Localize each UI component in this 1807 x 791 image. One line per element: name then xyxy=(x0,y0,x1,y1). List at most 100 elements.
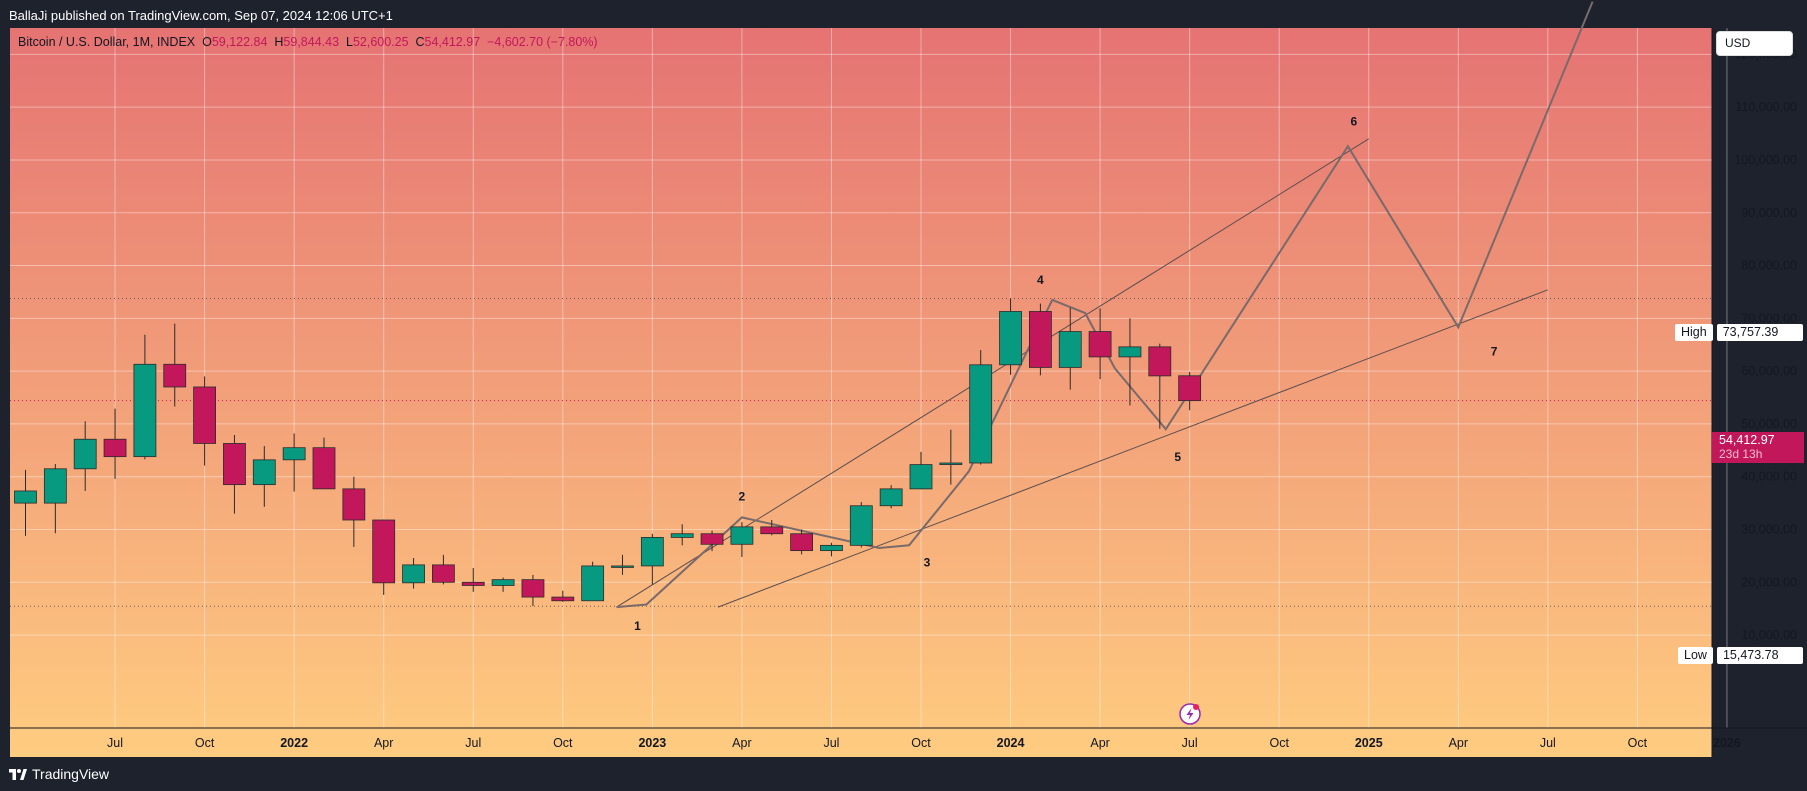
close-value: 54,412.97 xyxy=(424,35,481,49)
candle-2022-10 xyxy=(491,577,515,592)
candle-2023-12 xyxy=(909,451,933,490)
candle-2023-03 xyxy=(640,533,664,585)
price-tick-label: 50,000.00 xyxy=(1741,417,1797,431)
time-axis[interactable]: Jul Oct 2022 Apr Jul Oct 2023 Apr Jul Oct 2024 Apr J… xyxy=(107,736,1741,750)
high-key: H xyxy=(274,35,284,49)
high-tag-label: High xyxy=(1675,324,1713,341)
candle-body xyxy=(909,464,933,490)
candle-2024-01 xyxy=(939,429,963,485)
publish-info: BallaJi published on TradingView.com, Se… xyxy=(9,8,393,23)
candle-2024-09 xyxy=(1178,371,1202,411)
wave-label-2: 2 xyxy=(739,489,746,503)
time-tick-label: Oct xyxy=(1628,736,1648,750)
candle-2021-09 xyxy=(103,408,127,479)
wave-label-4: 4 xyxy=(1037,273,1044,287)
candle-2024-07 xyxy=(1118,318,1142,406)
candle-2022-05 xyxy=(342,476,366,547)
candle-2022-06 xyxy=(372,519,396,595)
time-tick-label: 2023 xyxy=(638,736,666,750)
candle-2022-01 xyxy=(223,435,246,514)
wave-label-6: 6 xyxy=(1350,115,1357,129)
candle-2023-07 xyxy=(760,520,784,536)
candle-body xyxy=(1029,311,1052,368)
candle-body xyxy=(103,438,127,458)
time-tick-label: 2025 xyxy=(1355,736,1383,750)
time-tick-label: 2024 xyxy=(997,736,1025,750)
tradingview-logo[interactable]: TradingView xyxy=(9,766,109,782)
candle-2022-07 xyxy=(402,558,425,589)
time-tick-label: 2022 xyxy=(280,736,308,750)
price-tick-label: 40,000.00 xyxy=(1741,470,1797,484)
candle-body xyxy=(879,488,903,507)
grid xyxy=(10,28,1728,728)
time-tick-label: Oct xyxy=(911,736,931,750)
wave-label-3: 3 xyxy=(924,555,931,569)
time-tick-label: Oct xyxy=(1269,736,1289,750)
candle-body xyxy=(581,565,605,602)
last-price-tag: 54,412.97 23d 13h xyxy=(1712,432,1804,463)
candle-body xyxy=(282,447,306,461)
candle-body xyxy=(730,526,754,545)
candle-2023-06 xyxy=(730,522,754,557)
candle-2023-09 xyxy=(820,542,843,557)
high-tag-value: 73,757.39 xyxy=(1716,324,1803,341)
candle-2022-11 xyxy=(521,574,545,607)
candle-body xyxy=(1118,346,1142,358)
low-tag-label: Low xyxy=(1678,647,1713,664)
time-tick-label: Jul xyxy=(107,736,123,750)
low-tag-value: 15,473.78 xyxy=(1716,647,1803,664)
time-tick-label: Jul xyxy=(823,736,839,750)
candle-body xyxy=(312,447,336,490)
currency-selector[interactable]: USD xyxy=(1716,31,1793,56)
candle-body xyxy=(999,311,1022,366)
price-axis[interactable]: 10,000.00 20,000.00 30,000.00 40,000.00 50,0… xyxy=(1734,47,1797,642)
candle-body xyxy=(1148,346,1172,377)
candle-body xyxy=(461,581,485,586)
chart-background xyxy=(10,28,1712,757)
last-price-value: 54,412.97 xyxy=(1719,433,1775,447)
bar-countdown: 23d 13h xyxy=(1719,447,1763,461)
candle-2023-04 xyxy=(670,524,694,546)
candle-body xyxy=(14,490,37,504)
candle-2022-12 xyxy=(551,590,575,602)
flash-icon[interactable] xyxy=(1179,703,1201,725)
candle-2024-02 xyxy=(969,350,993,465)
candle-body xyxy=(252,459,276,486)
footer-bar: TradingView xyxy=(0,757,1807,791)
tradingview-logo-icon xyxy=(9,768,27,780)
wave-label-1: 1 xyxy=(634,619,641,633)
candle-2021-07 xyxy=(43,464,67,534)
candles[interactable] xyxy=(14,298,1202,607)
candle-2022-09 xyxy=(461,568,485,592)
candle-body xyxy=(760,526,784,535)
candle-2024-04 xyxy=(1029,303,1052,376)
close-key: C xyxy=(415,35,425,49)
candle-body xyxy=(611,565,634,568)
candle-body xyxy=(223,443,246,486)
time-tick-label: Oct xyxy=(553,736,573,750)
candle-body xyxy=(163,363,187,388)
candle-2023-10 xyxy=(849,502,873,548)
candle-2023-01 xyxy=(581,561,605,602)
candle-2021-11 xyxy=(163,323,187,407)
candle-body xyxy=(402,564,425,584)
candle-body xyxy=(1178,375,1202,402)
price-tick-label: 100,000.00 xyxy=(1734,153,1797,167)
time-tick-label: 2026 xyxy=(1713,736,1741,750)
candle-body xyxy=(700,533,724,545)
price-tick-label: 80,000.00 xyxy=(1741,259,1797,273)
open-value: 59,122.84 xyxy=(211,35,268,49)
candle-body xyxy=(431,564,455,583)
time-tick-label: Apr xyxy=(374,736,393,750)
brand-name: TradingView xyxy=(32,766,110,782)
candle-2023-08 xyxy=(790,529,813,555)
wave-label-7: 7 xyxy=(1491,344,1498,358)
candle-body xyxy=(551,596,575,602)
candle-body xyxy=(342,488,366,521)
open-key: O xyxy=(202,35,212,49)
candle-2023-02 xyxy=(611,554,634,575)
candle-body xyxy=(939,462,963,465)
candle-body xyxy=(640,537,664,567)
candle-body xyxy=(1058,331,1082,368)
